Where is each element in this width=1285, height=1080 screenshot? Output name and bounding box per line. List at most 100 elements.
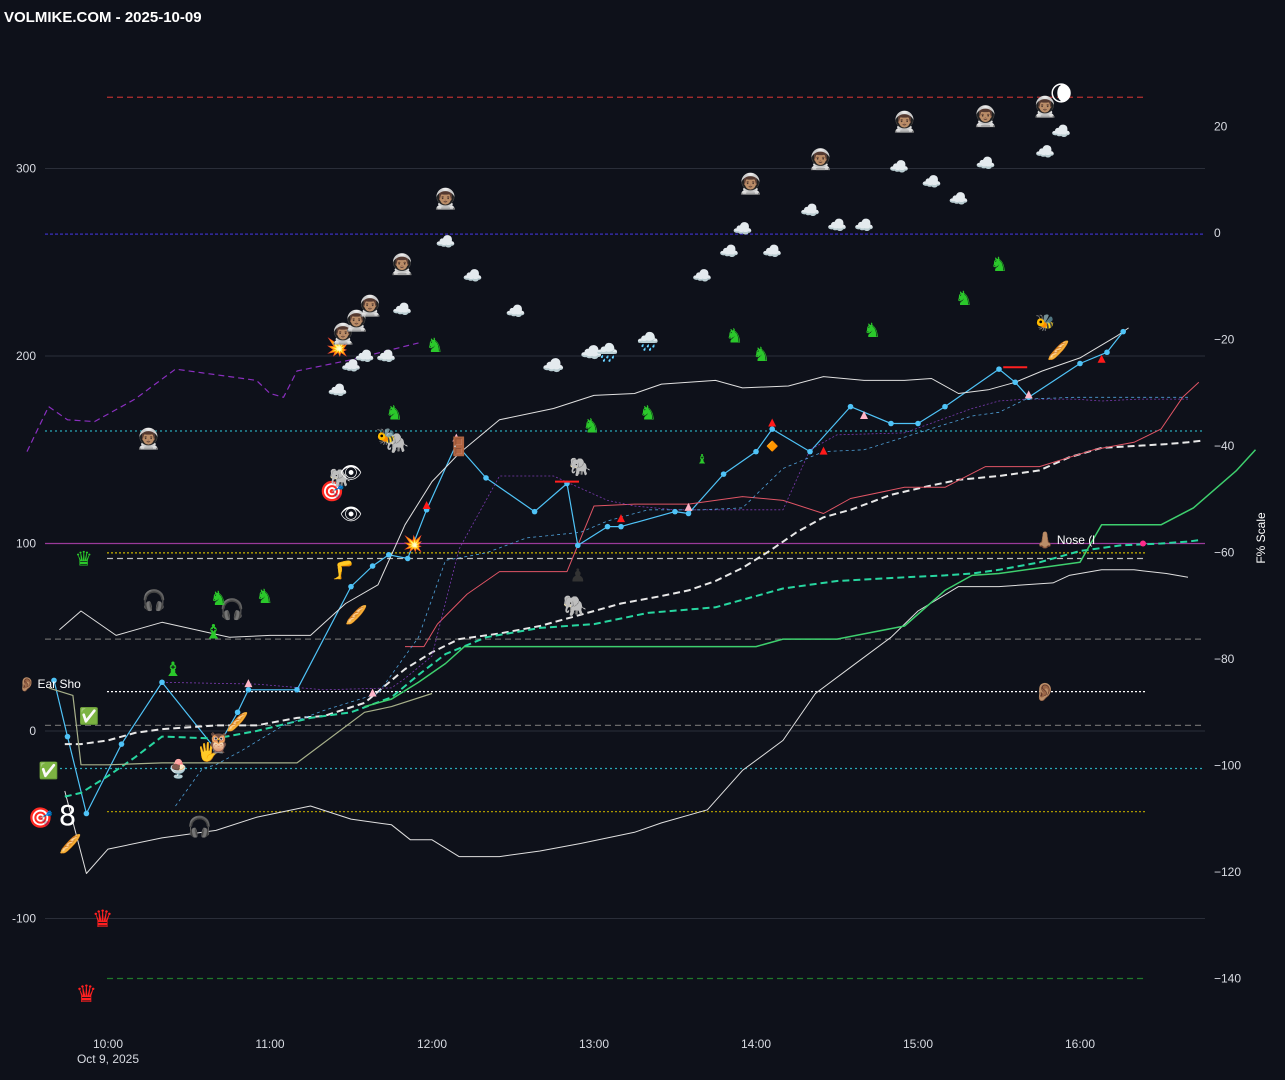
red-triangle-marker xyxy=(819,446,828,455)
series-point xyxy=(672,508,678,515)
series-point xyxy=(245,686,252,693)
series-point xyxy=(1104,349,1110,356)
annotation-glyph: 💥 xyxy=(326,336,348,358)
annotation-glyph: ♛ xyxy=(76,980,98,1008)
annotation-glyph: 🥖 xyxy=(1047,340,1069,362)
annotation-glyph: ☁️ xyxy=(580,343,602,364)
annotation-glyph: ☁️ xyxy=(355,347,375,366)
series-point xyxy=(1120,328,1126,335)
magenta-dot-marker xyxy=(1140,540,1146,547)
series-point xyxy=(753,448,759,455)
series-point xyxy=(386,551,392,558)
series-line-2 xyxy=(59,327,1129,638)
series-point xyxy=(453,441,460,447)
annotation-glyph: ☁️ xyxy=(762,242,782,261)
annotation-glyph: ♞ xyxy=(863,318,881,342)
annotation-glyph: ☁️ xyxy=(800,200,820,219)
annotation-glyph: 🖐 xyxy=(197,741,219,764)
series-point xyxy=(807,448,813,455)
annotation-glyph: 🌧️ xyxy=(596,342,618,364)
series-point xyxy=(83,810,90,817)
annotation-glyph: ☁️ xyxy=(463,266,483,285)
annotation-glyph: ♞ xyxy=(426,333,444,357)
annotation-glyph: ♞ xyxy=(752,342,770,366)
series-layer xyxy=(26,327,1257,874)
series-point xyxy=(720,471,727,477)
series-line-8 xyxy=(405,381,1200,648)
series-point xyxy=(234,709,241,716)
series-point xyxy=(847,403,854,410)
annotation-glyph: 🐝 xyxy=(1035,313,1055,332)
pink-triangle-marker xyxy=(452,433,461,442)
annotation-glyph: 👨🏽‍🚀 xyxy=(973,104,998,128)
annotation-glyph: 🚪 xyxy=(448,435,470,457)
annotation-glyph: 👃🏽 xyxy=(1035,530,1055,549)
y-left-tick-label: 300 xyxy=(16,162,36,176)
annotation-glyph: ♞ xyxy=(990,252,1008,276)
pink-triangle-marker xyxy=(1024,390,1033,399)
horizontal-levels xyxy=(45,96,1205,980)
annotation-glyph: 🌘 xyxy=(1050,82,1073,107)
series-point xyxy=(531,508,538,515)
annotation-glyph: ☁️ xyxy=(436,232,456,251)
annotation-glyph: ♝ xyxy=(696,453,708,468)
x-tick-label: 11:00 xyxy=(255,1037,284,1051)
annotation-glyph: ♛ xyxy=(92,905,114,933)
annotation-glyph: 👨🏽‍🚀 xyxy=(136,427,161,451)
x-tick-label: 14:00 xyxy=(741,1037,771,1051)
annotation-glyph: 🐝 xyxy=(376,427,396,446)
annotation-glyph: 🌧️ xyxy=(637,330,659,352)
x-tick-label: 12:00 xyxy=(417,1037,447,1051)
annotation-label: Ear Sho xyxy=(38,677,82,691)
annotation-glyph: 🐘 xyxy=(329,468,351,489)
y-left-tick-label: -100 xyxy=(12,912,36,926)
series-point xyxy=(404,555,411,562)
series-line-7 xyxy=(48,687,433,766)
series-point xyxy=(51,677,57,684)
annotation-glyph: ☁️ xyxy=(1035,142,1055,161)
annotation-glyph: ♞ xyxy=(385,400,403,424)
x-tick-sublabel: Oct 9, 2025 xyxy=(77,1052,139,1066)
series-point xyxy=(213,746,219,753)
annotation-glyph: ♞ xyxy=(210,586,228,610)
y-right-tick-label: 20 xyxy=(1214,120,1228,134)
series-line-3 xyxy=(64,569,1189,874)
annotation-label: Nose (l xyxy=(1057,533,1095,547)
series-point xyxy=(348,583,354,590)
series-point xyxy=(483,475,489,481)
annotation-glyph: 👨🏽‍🚀 xyxy=(330,322,355,346)
series-point xyxy=(118,741,125,747)
series-line-4 xyxy=(64,439,1205,746)
annotation-glyph: ✅ xyxy=(79,707,99,726)
annotation-glyph: 👁 xyxy=(340,504,363,525)
chart-title: VOLMIKE.COM - 2025-10-09 xyxy=(4,9,202,26)
annotation-glyph: 👨🏽‍🚀 xyxy=(390,252,415,276)
annotation-glyph: ♝ xyxy=(164,657,182,681)
annotation-glyph: ☁️ xyxy=(733,219,753,238)
series-point xyxy=(369,563,376,569)
red-triangle-marker xyxy=(1097,354,1106,363)
annotation-glyph: 👂🏽 xyxy=(18,676,35,693)
annotation-glyph: 👨🏽‍🚀 xyxy=(344,308,369,332)
annotation-glyph: 🎯 xyxy=(28,805,53,829)
series-point xyxy=(618,523,624,530)
series-point xyxy=(604,523,611,530)
y-right-tick-label: 0 xyxy=(1214,226,1221,240)
y-right-tick-label: −60 xyxy=(1214,546,1235,560)
annotation-glyph: ☁️ xyxy=(328,380,348,399)
annotation-glyph: 👂🏽 xyxy=(1034,681,1056,703)
annotation-glyph: ♛ xyxy=(75,547,93,571)
series-point xyxy=(1012,379,1018,386)
series-point xyxy=(769,426,775,432)
annotation-glyph: 🎧 xyxy=(141,588,166,612)
series-line-5 xyxy=(64,538,1202,798)
y-right-tick-label: −100 xyxy=(1214,759,1241,773)
annotation-glyph: 🐘 xyxy=(563,593,588,617)
annotation-glyph: 🔶 xyxy=(766,440,778,453)
annotation-glyph: 👨🏽‍🚀 xyxy=(808,147,833,171)
x-tick-label: 10:00 xyxy=(93,1037,123,1051)
annotation-glyph: ☁️ xyxy=(827,215,847,234)
series-point xyxy=(64,733,71,740)
series-point xyxy=(888,420,894,427)
pink-triangle-marker xyxy=(860,411,868,419)
